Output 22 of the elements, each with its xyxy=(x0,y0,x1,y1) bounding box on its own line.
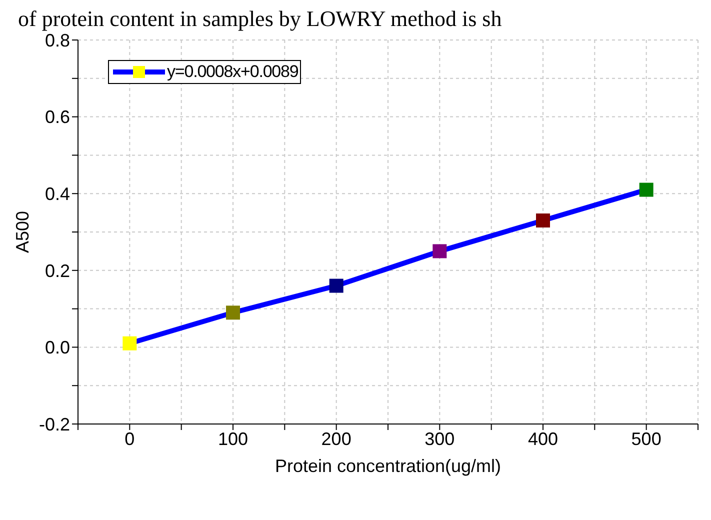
legend-label: y=0.0008x+0.0089 xyxy=(167,62,298,82)
text: of protein content in samples by LOWRY method is sh xyxy=(18,6,503,31)
x-tick-label: 500 xyxy=(631,428,662,449)
y-tick-label: 0.2 xyxy=(44,260,70,281)
y-tick-label: 0.0 xyxy=(44,338,70,358)
y-tick-label: 0.6 xyxy=(44,107,70,128)
x-tick-label: 100 xyxy=(218,428,248,449)
y-tick-label: -0.2 xyxy=(38,414,70,434)
point xyxy=(122,336,137,350)
x-tick-label: 400 xyxy=(528,428,558,449)
y-axis-title: A500 xyxy=(12,210,32,254)
point xyxy=(536,213,550,228)
x-tick-label: 200 xyxy=(321,428,352,449)
point xyxy=(329,278,344,293)
y-tick-label: 0.4 xyxy=(44,184,70,204)
y-tick-label: 0.8 xyxy=(44,30,70,50)
point xyxy=(226,306,240,320)
x-tick-label: 300 xyxy=(424,428,455,449)
x-tick-label: 0 xyxy=(124,428,135,449)
point xyxy=(432,244,447,258)
point xyxy=(639,182,654,197)
x-axis-title: Protein concentration(ug/ml) xyxy=(274,456,502,476)
